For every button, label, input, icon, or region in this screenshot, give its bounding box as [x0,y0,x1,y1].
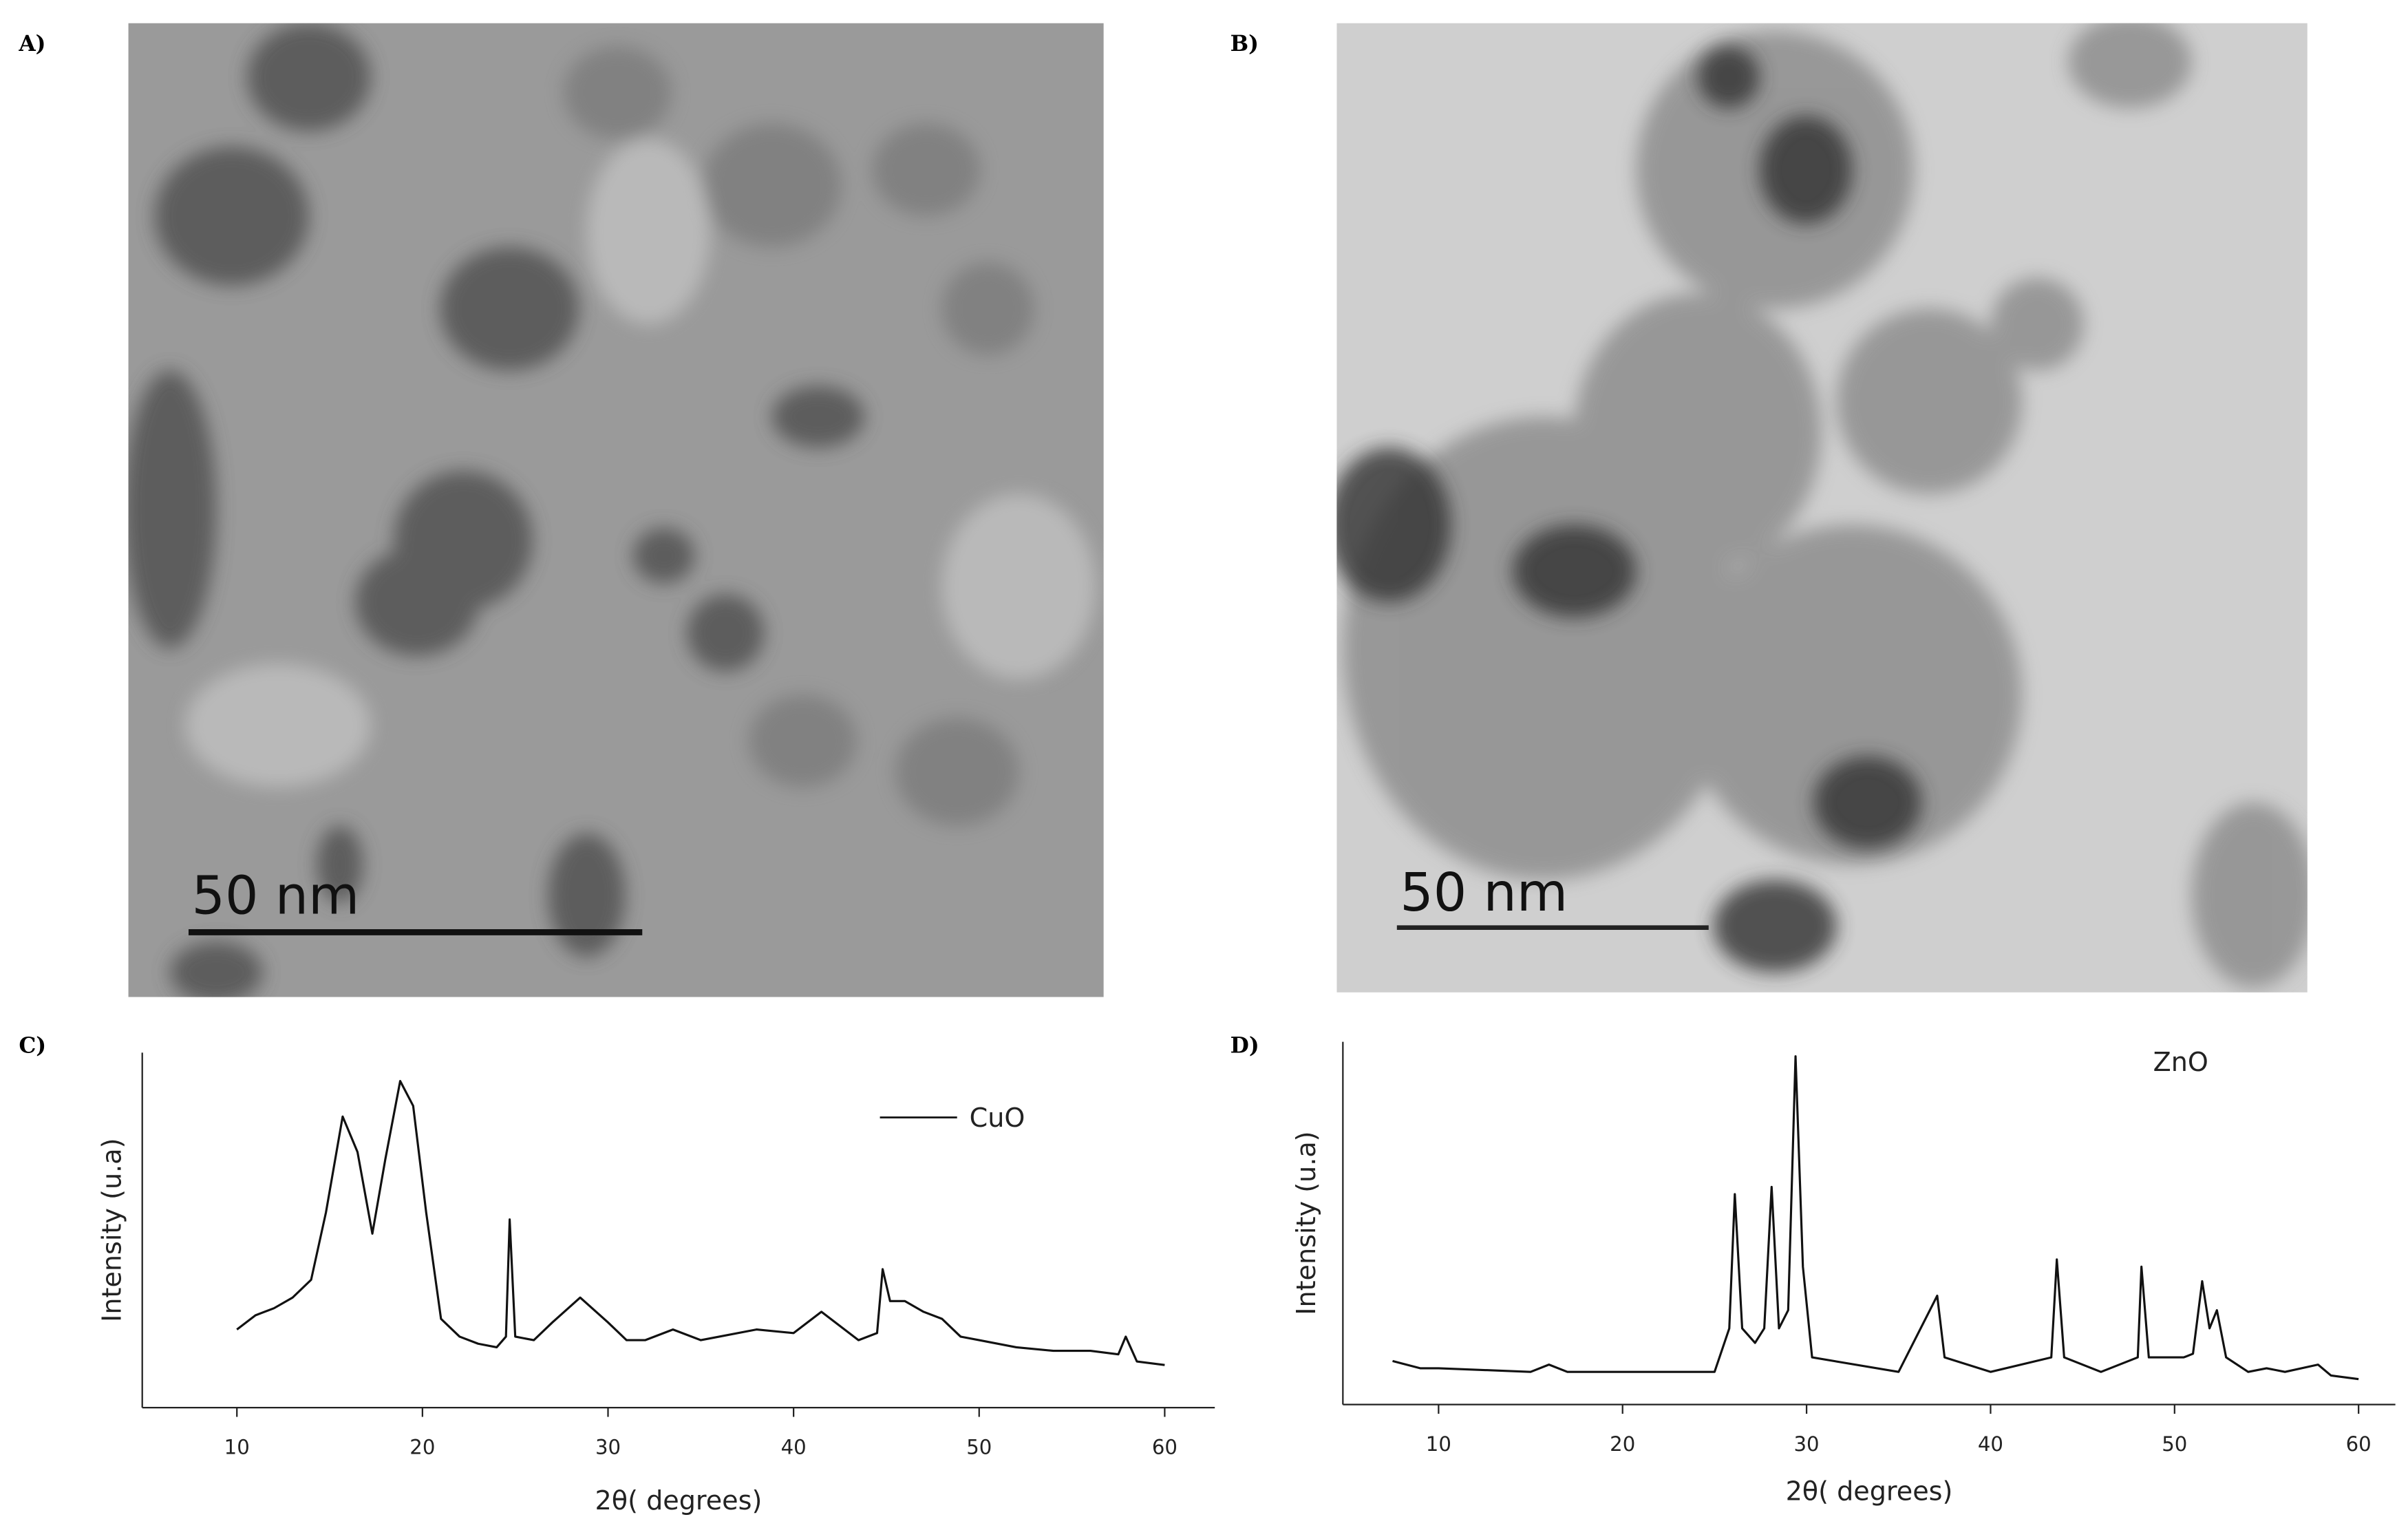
x-tick-label: 40 [781,1435,807,1458]
x-tick-label: 20 [409,1435,435,1458]
tem-image [128,23,1104,997]
scale-bar-label: 50 nm [1400,862,1568,923]
x-tick-label: 50 [2162,1432,2187,1456]
panel-label: B) [1230,32,1259,56]
legend-label: ZnO [2153,1047,2208,1077]
legend-label: CuO [970,1103,1025,1133]
data-line [236,1080,1165,1366]
panel-label: D) [1230,1033,1259,1058]
y-axis-label: Intensity (u.a) [1291,1131,1321,1315]
x-tick-label: 10 [224,1435,250,1458]
x-axis-label: 2θ( degrees) [595,1485,763,1516]
data-line [1392,1055,2359,1381]
y-axis-label: Intensity (u.a) [96,1138,127,1322]
x-tick-label: 60 [2346,1432,2372,1456]
panel-label: C) [19,1033,46,1058]
tem-image [1336,23,2308,993]
x-tick-label: 50 [966,1435,992,1458]
scale-bar-label: 50 nm [191,865,359,926]
x-tick-label: 10 [1426,1432,1451,1456]
x-tick-label: 20 [1610,1432,1635,1456]
x-tick-label: 40 [1978,1432,2003,1456]
panel-label: A) [18,32,45,56]
x-tick-label: 60 [1152,1435,1178,1458]
x-tick-label: 30 [595,1435,621,1458]
x-tick-label: 30 [1794,1432,1820,1456]
x-axis-label: 2θ( degrees) [1786,1476,1953,1507]
